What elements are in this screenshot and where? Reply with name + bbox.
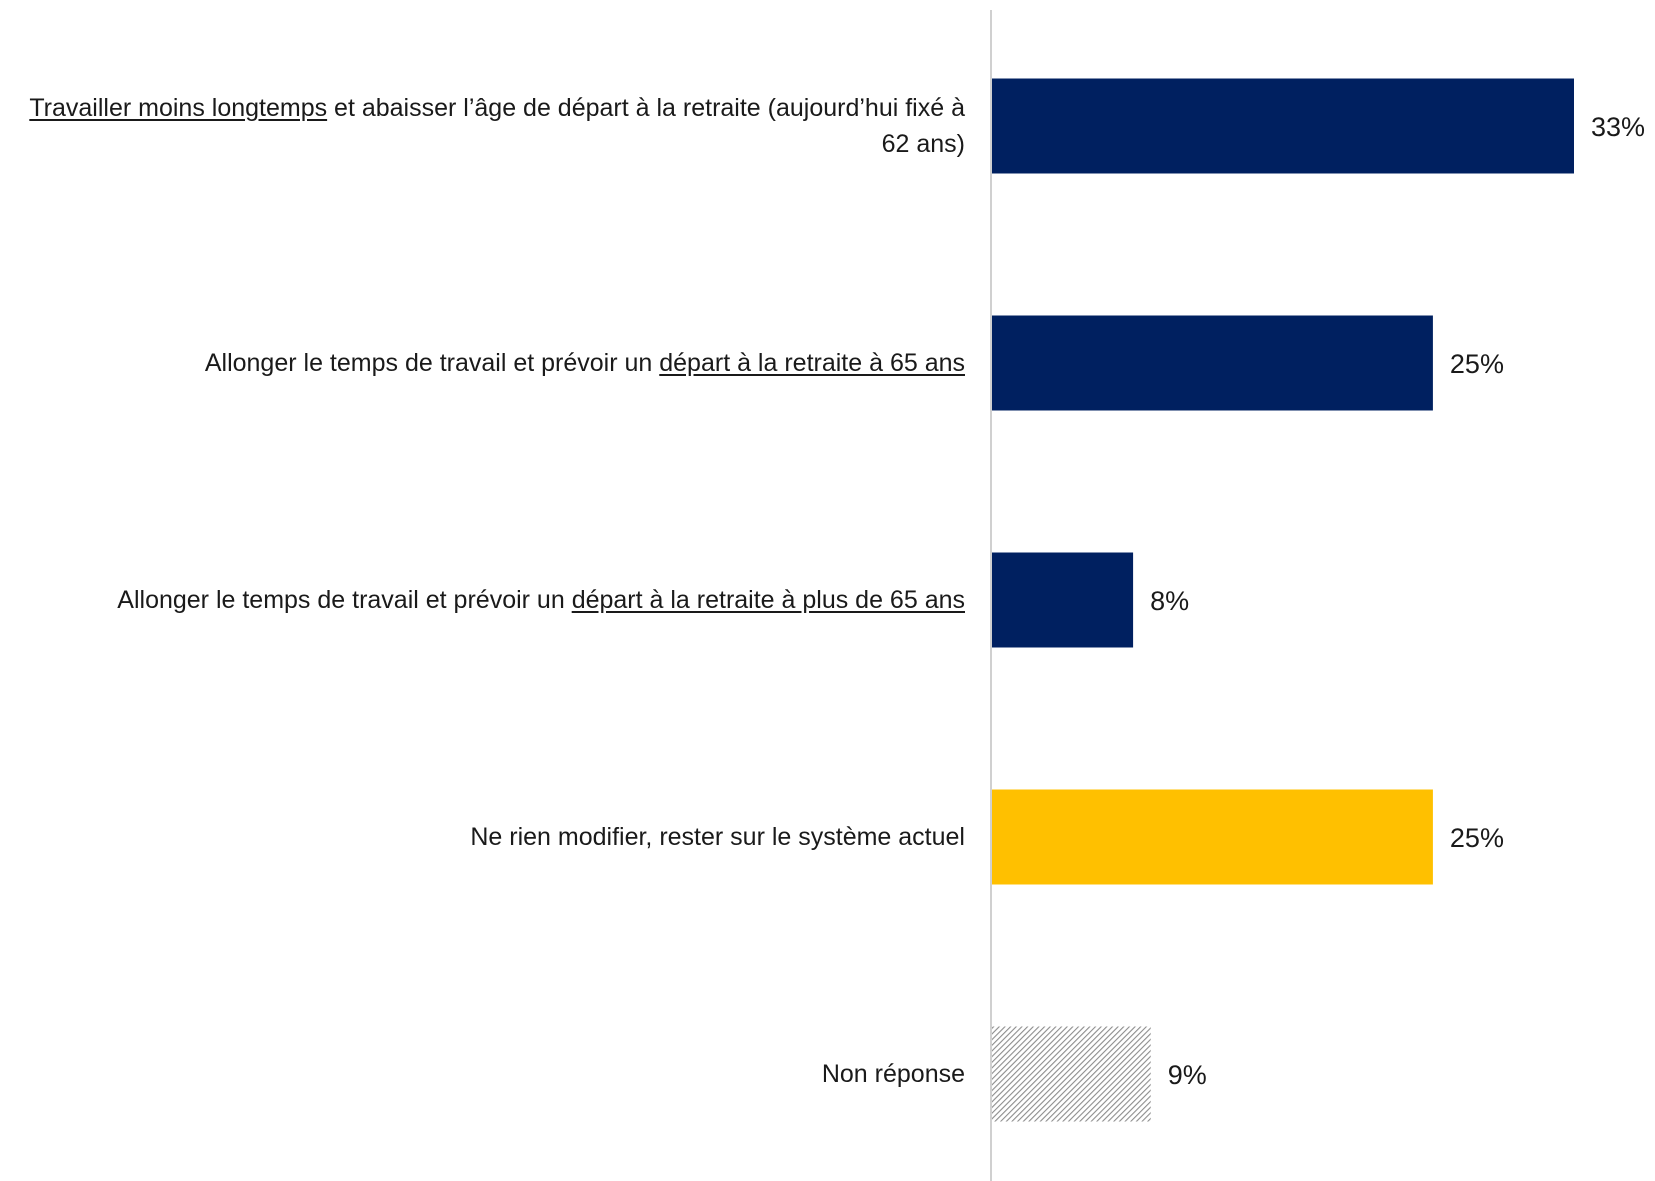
category-label-1-part-1: Travailler moins longtemps xyxy=(29,94,328,122)
value-label-1: 33% xyxy=(1591,112,1645,142)
value-label-2: 25% xyxy=(1450,349,1504,379)
category-label-2-part-1: Allonger le temps de travail et prévoir … xyxy=(204,349,660,377)
bar-4 xyxy=(992,789,1433,885)
category-label-3-part-1: Allonger le temps de travail et prévoir … xyxy=(117,586,572,614)
category-label-1-part-2: et abaisser l’âge de départ à la retrait… xyxy=(327,94,965,158)
value-label-4: 25% xyxy=(1450,823,1504,853)
category-label-2: Allonger le temps de travail et prévoir … xyxy=(5,345,965,381)
bar-1 xyxy=(992,78,1574,174)
value-label-3: 8% xyxy=(1150,586,1189,616)
category-label-4-part-1: Ne rien modifier, rester sur le système … xyxy=(470,823,965,851)
value-label-5: 9% xyxy=(1168,1060,1207,1090)
bar-3 xyxy=(992,552,1134,648)
category-label-3: Allonger le temps de travail et prévoir … xyxy=(5,582,965,618)
category-label-2-part-2: départ à la retraite à 65 ans xyxy=(659,349,965,377)
category-label-1: Travailler moins longtemps et abaisser l… xyxy=(5,90,965,162)
category-label-5-part-1: Non réponse xyxy=(821,1060,965,1088)
category-label-4: Ne rien modifier, rester sur le système … xyxy=(5,819,965,855)
bar-5 xyxy=(992,1026,1151,1122)
category-label-3-part-2: départ à la retraite à plus de 65 ans xyxy=(571,586,965,614)
category-label-5: Non réponse xyxy=(5,1056,965,1092)
bar-2 xyxy=(992,315,1433,411)
